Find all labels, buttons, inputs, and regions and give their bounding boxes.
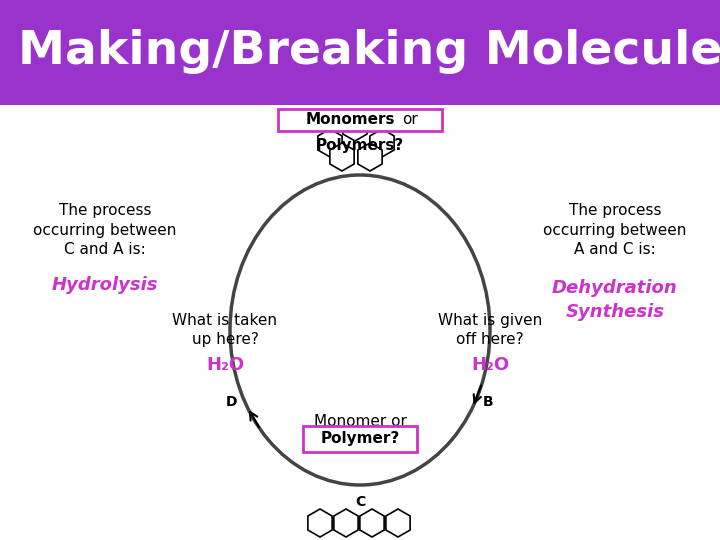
Text: A: A — [358, 151, 369, 165]
Polygon shape — [358, 143, 382, 171]
Text: Polymer?: Polymer? — [320, 431, 400, 447]
Bar — [0, 0, 720, 105]
Text: The process
occurring between
C and A is:: The process occurring between C and A is… — [33, 202, 176, 257]
Text: D: D — [226, 395, 238, 409]
Polygon shape — [334, 509, 358, 537]
Text: H₂O: H₂O — [471, 356, 509, 374]
Text: or: or — [402, 112, 418, 127]
Polygon shape — [308, 509, 332, 537]
Text: Making/Breaking Molecules: Making/Breaking Molecules — [18, 30, 720, 75]
Polygon shape — [343, 113, 367, 141]
Text: Monomers: Monomers — [305, 112, 395, 127]
Text: What is taken
up here?: What is taken up here? — [173, 313, 277, 347]
Text: B: B — [482, 395, 493, 409]
Polygon shape — [330, 143, 354, 171]
Polygon shape — [318, 129, 342, 157]
Polygon shape — [370, 129, 394, 157]
FancyBboxPatch shape — [278, 109, 442, 131]
Text: C: C — [355, 495, 365, 509]
Polygon shape — [360, 509, 384, 537]
Text: Dehydration
Synthesis: Dehydration Synthesis — [552, 279, 678, 321]
Polygon shape — [386, 509, 410, 537]
Text: H₂O: H₂O — [206, 356, 244, 374]
Text: What is given
off here?: What is given off here? — [438, 313, 542, 347]
Text: Hydrolysis: Hydrolysis — [52, 276, 158, 294]
Text: Monomer or: Monomer or — [314, 415, 406, 429]
FancyBboxPatch shape — [303, 426, 417, 452]
Text: Polymers?: Polymers? — [316, 138, 404, 153]
Text: The process
occurring between
A and C is:: The process occurring between A and C is… — [544, 202, 687, 257]
